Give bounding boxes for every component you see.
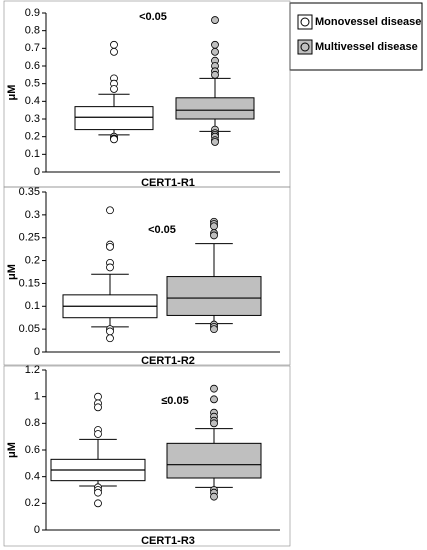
- y-tick-label: 0.9: [25, 7, 40, 19]
- y-tick-label: 0.8: [25, 417, 40, 429]
- box: [175, 97, 255, 120]
- box: [74, 106, 154, 131]
- y-tick-label: 0.05: [19, 323, 40, 335]
- outlier: [106, 327, 114, 336]
- y-tick-label: 0.4: [25, 95, 40, 107]
- legend-label: Multivessel disease: [315, 41, 418, 53]
- y-tick-label: 1: [34, 391, 40, 403]
- legend-marker: [300, 17, 310, 27]
- outlier: [211, 16, 219, 24]
- y-tick-label: 0.5: [25, 78, 40, 90]
- annotation: <0.05: [148, 224, 176, 236]
- outlier: [211, 138, 219, 146]
- y-tick-label: 0.15: [19, 277, 40, 289]
- outlier: [106, 334, 114, 343]
- chart-title: CERT1-R2: [141, 355, 195, 367]
- outlier: [94, 403, 102, 412]
- y-tick-label: 0: [34, 524, 40, 536]
- panel-frame: [3, 0, 291, 188]
- y-tick-label: 0.8: [25, 25, 40, 37]
- outlier: [211, 47, 219, 56]
- y-tick-label: 0.1: [25, 148, 40, 160]
- outlier: [210, 222, 218, 231]
- outlier: [210, 395, 218, 404]
- outlier: [94, 430, 102, 438]
- outlier: [110, 47, 118, 56]
- y-tick-label: 1.2: [25, 364, 40, 376]
- legend-frame: [289, 2, 423, 71]
- y-tick-label: 0.3: [25, 209, 40, 221]
- y-tick-label: 0.6: [25, 60, 40, 72]
- annotation: ≤0.05: [161, 395, 188, 407]
- y-tick-label: 0: [34, 166, 40, 178]
- outlier: [106, 206, 114, 215]
- y-tick-label: 0.2: [25, 131, 40, 143]
- y-tick-label: 0: [34, 346, 40, 358]
- chart-title: CERT1-R3: [141, 535, 195, 547]
- outlier: [94, 392, 102, 401]
- y-axis-label: μM: [6, 264, 18, 280]
- box: [166, 442, 262, 479]
- y-tick-label: 0.6: [25, 444, 40, 456]
- outlier: [106, 242, 114, 251]
- outlier: [94, 488, 102, 497]
- y-tick-label: 0.1: [25, 300, 40, 312]
- y-tick-label: 0.7: [25, 42, 40, 54]
- y-tick-label: 0.4: [25, 471, 40, 483]
- chart-title: CERT1-R1: [141, 177, 195, 189]
- outlier: [110, 85, 118, 93]
- y-tick-label: 0.2: [25, 497, 40, 509]
- outlier: [211, 70, 219, 79]
- outlier: [106, 263, 114, 272]
- y-axis-label: μM: [6, 85, 18, 101]
- panel-frame: [3, 365, 291, 547]
- outlier: [210, 325, 218, 334]
- y-tick-label: 0.35: [19, 186, 40, 198]
- outlier: [110, 40, 118, 49]
- outlier: [211, 40, 219, 49]
- legend-marker: [300, 42, 310, 52]
- outlier: [110, 135, 118, 144]
- y-axis-label: μM: [6, 442, 18, 458]
- y-tick-label: 0.2: [25, 254, 40, 266]
- outlier: [94, 499, 102, 508]
- outlier: [210, 384, 218, 393]
- outlier: [210, 419, 218, 428]
- box: [166, 276, 262, 316]
- y-tick-label: 0.25: [19, 232, 40, 244]
- outlier: [210, 231, 218, 240]
- annotation: <0.05: [139, 11, 167, 23]
- y-tick-label: 0.3: [25, 113, 40, 125]
- outlier: [210, 492, 218, 501]
- panel-frame: [3, 186, 291, 366]
- legend-label: Monovessel disease: [315, 16, 421, 28]
